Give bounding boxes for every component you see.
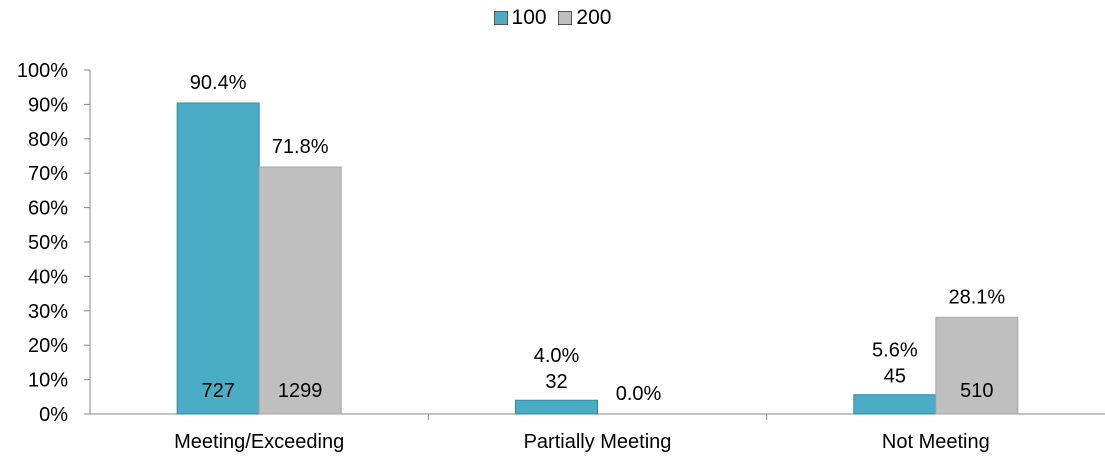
legend-label-100: 100: [511, 6, 547, 29]
legend-swatch-100: [493, 11, 508, 25]
x-tick-label: Meeting/Exceeding: [174, 431, 344, 453]
y-tick-label: 80%: [28, 129, 68, 151]
legend-item-100: 100: [493, 6, 547, 30]
data-label: 4.0%: [534, 345, 580, 367]
data-label: 71.8%: [272, 136, 329, 158]
count-label: 510: [960, 380, 993, 402]
data-label: 0.0%: [616, 383, 662, 405]
y-tick-label: 60%: [28, 198, 68, 220]
data-label: 28.1%: [948, 286, 1005, 308]
legend: 100 200: [0, 6, 1105, 31]
data-label: 90.4%: [190, 72, 247, 94]
y-tick-label: 100%: [17, 60, 68, 82]
y-tick-label: 20%: [28, 335, 68, 357]
y-tick-label: 90%: [28, 94, 68, 116]
count-label: 45: [884, 366, 906, 388]
y-tick-label: 50%: [28, 232, 68, 254]
legend-swatch-200: [558, 11, 573, 25]
x-tick-label: Partially Meeting: [524, 431, 672, 453]
count-label: 32: [545, 371, 567, 393]
legend-label-200: 200: [576, 6, 612, 29]
y-tick-label: 40%: [28, 266, 68, 288]
bar: [258, 166, 342, 415]
bar: [935, 316, 1019, 415]
data-label: 5.6%: [872, 340, 918, 362]
x-tick-label: Not Meeting: [882, 431, 990, 453]
y-tick-label: 70%: [28, 163, 68, 185]
count-label: 1299: [278, 380, 323, 402]
y-tick-label: 10%: [28, 370, 68, 392]
count-label: 727: [201, 380, 234, 402]
y-tick-label: 30%: [28, 301, 68, 323]
bar: [853, 394, 937, 415]
bar: [176, 102, 260, 415]
bar: [515, 399, 598, 415]
y-tick-label: 0%: [39, 404, 68, 426]
legend-item-200: 200: [558, 6, 611, 30]
